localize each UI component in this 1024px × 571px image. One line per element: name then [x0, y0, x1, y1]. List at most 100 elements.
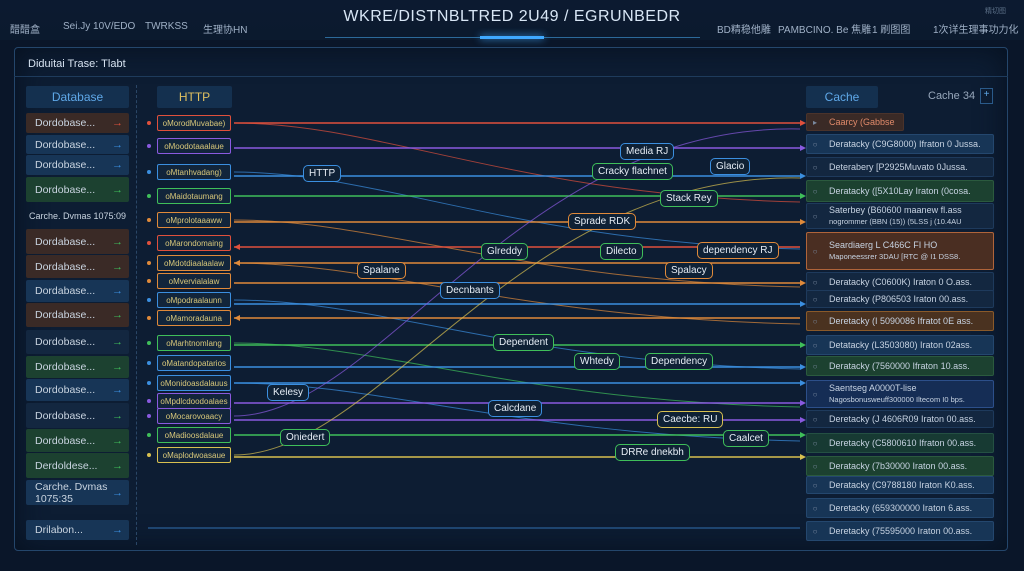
- cache-row[interactable]: ○ Deratacky (7b30000 Iraton 00.ass.: [806, 456, 994, 476]
- http-span[interactable]: oMtanhvadang): [157, 164, 231, 180]
- cache-row[interactable]: ○ Deretacky (C5800610 Ifraton 00.ass.: [806, 433, 994, 453]
- cache-row-text: Deratacky (7560000 Ifraton 10.ass.: [823, 361, 970, 372]
- cache-row[interactable]: ▸ Caarcy (Gabbse: [806, 113, 904, 131]
- arrow-head-icon: [234, 315, 240, 321]
- arrow-head-icon: [800, 280, 806, 286]
- cache-row[interactable]: ○ Deratacky (C9G8000) Ifraton 0 Jussa.: [806, 134, 994, 154]
- cache-row[interactable]: ○ Detatacky (L3503080) Iraton 02ass.: [806, 335, 994, 355]
- corner-label: 精切图: [985, 8, 1006, 15]
- span-label[interactable]: Spalane: [357, 262, 406, 279]
- span-label[interactable]: Stack Rey: [660, 190, 718, 207]
- http-span[interactable]: oMadioosdalaue: [157, 427, 231, 443]
- span-label[interactable]: HTTP: [303, 165, 342, 182]
- cache-row[interactable]: ○ Deretacky (I 5090086 Ifratot 0E ass.: [806, 311, 994, 331]
- database-row[interactable]: Dordobase... →: [26, 379, 129, 401]
- http-span[interactable]: oMorodMuvabae): [157, 115, 231, 131]
- cache-row-label: Deratacky (7560000 Ifraton 10.ass.: [829, 360, 970, 371]
- nav-item[interactable]: BD精稳他雕: [717, 25, 771, 36]
- database-row[interactable]: Dordobase... →: [26, 177, 129, 202]
- cache-row[interactable]: ○ Deratacky (7560000 Ifraton 10.ass.: [806, 356, 994, 376]
- http-span[interactable]: oMvervialalaw: [157, 273, 231, 289]
- http-span[interactable]: oMaidotaumang: [157, 188, 231, 204]
- span-label[interactable]: Whtedy: [574, 353, 620, 370]
- cache-row[interactable]: ○ Deretacky (75595000 Iraton 00.ass.: [806, 521, 994, 541]
- database-row[interactable]: Dordobase... →: [26, 155, 129, 175]
- http-span[interactable]: oMprolotaaaww: [157, 212, 231, 228]
- span-label[interactable]: Media RJ: [620, 143, 675, 160]
- span-label[interactable]: Oniedert: [280, 429, 331, 446]
- database-row[interactable]: Carche. Dvmas 1075:09: [26, 205, 129, 227]
- database-row[interactable]: Drilabon... →: [26, 520, 129, 540]
- cache-row[interactable]: ○ Deterabery [P2925Muvato 0Jussa.: [806, 157, 994, 177]
- column-header-cache[interactable]: Cache: [806, 86, 878, 108]
- span-label[interactable]: Dependent: [493, 334, 554, 351]
- http-span[interactable]: oMdotdiaalaalaw: [157, 255, 231, 271]
- span-label[interactable]: Caecbe: RU: [657, 411, 724, 428]
- span-label[interactable]: Spalacy: [665, 262, 713, 279]
- span-label[interactable]: Dependency: [645, 353, 714, 370]
- http-span[interactable]: oMarondomaing: [157, 235, 231, 251]
- cache-row[interactable]: ○ Deratacky (C9788180 Iraton K0.ass.: [806, 476, 994, 494]
- nav-item[interactable]: TWRKSS: [145, 21, 188, 32]
- database-row[interactable]: Dordabase... →: [26, 280, 129, 302]
- cache-row[interactable]: ○ Deretacky (J 4606R09 Iraton 00.ass.: [806, 410, 994, 428]
- column-header-database[interactable]: Database: [26, 86, 129, 108]
- cache-row-label: Saentseg A0000T-lise: [829, 383, 917, 393]
- span-label[interactable]: DRRe dnekbh: [615, 444, 690, 461]
- arrow-right-icon: →: [112, 117, 123, 129]
- nav-item[interactable]: 生理协HN: [203, 25, 248, 36]
- database-row[interactable]: Dordobase... →: [26, 135, 129, 154]
- nav-item[interactable]: 1 刷图图: [872, 25, 911, 36]
- database-row[interactable]: Dordabase... →: [26, 255, 129, 278]
- http-span[interactable]: oMpdlcdoodoalaes: [157, 393, 231, 409]
- span-label[interactable]: Cracky flachnet: [592, 163, 673, 180]
- arrow-right-icon: →: [112, 235, 123, 248]
- span-label[interactable]: Caalcet: [723, 430, 769, 447]
- database-row[interactable]: Dordobase... →: [26, 356, 129, 378]
- nav-item[interactable]: PAMBCINO. Be 焦雕: [778, 25, 872, 36]
- database-row[interactable]: Derdoldese... →: [26, 453, 129, 478]
- http-span[interactable]: oMaplodwoasaue: [157, 447, 231, 463]
- nav-item[interactable]: Sei.Jy 10V/EDO: [63, 21, 136, 32]
- span-label[interactable]: Decnbants: [440, 282, 500, 299]
- cache-row-text: Deratacky (P806503 Iraton 00.ass.: [823, 294, 968, 305]
- http-span[interactable]: oMamoradauna: [157, 310, 231, 326]
- cache-row-label: Deretacky (659300000 Iraton 6.ass.: [829, 502, 973, 513]
- http-span[interactable]: oMoodotaaalaue: [157, 138, 231, 154]
- cache-row[interactable]: ○ Deratacky ([5X10Lay Iraton (0cosa.: [806, 180, 994, 202]
- cache-row[interactable]: ○ Saentseg A0000T-lise Nagosbonusweuff3000…: [806, 380, 994, 408]
- span-label[interactable]: Glacio: [710, 158, 751, 175]
- arrow-head-icon: [800, 364, 806, 370]
- span-label[interactable]: Kelesy: [267, 384, 310, 401]
- http-span[interactable]: oMatandopatarios: [157, 355, 231, 371]
- cache-row[interactable]: ○ Deratacky (P806503 Iraton 00.ass.: [806, 290, 994, 308]
- cache-row[interactable]: ○ Deratacky (C0600K) Iraton 0 O.ass.: [806, 272, 994, 292]
- cache-row-text: Deretacky (C5800610 Ifraton 00.ass.: [823, 438, 976, 449]
- span-label[interactable]: Sprade RDK: [568, 213, 637, 230]
- cache-row[interactable]: ○ Seardiaerg L C466C FI HO Maponeessrer 3D…: [806, 232, 994, 270]
- database-row[interactable]: Dordobase... →: [26, 330, 129, 354]
- cache-row-label: Deretacky (I 5090086 Ifratot 0E ass.: [829, 315, 974, 326]
- span-label[interactable]: Dilecto: [600, 243, 643, 260]
- http-span[interactable]: oMonidoasdalauus: [157, 375, 231, 391]
- database-row[interactable]: Dordabase... →: [26, 229, 129, 254]
- span-label[interactable]: Glreddy: [481, 243, 529, 260]
- cache-row-text: Deratacky (C0600K) Iraton 0 O.ass.: [823, 277, 972, 288]
- span-label[interactable]: dependency RJ: [697, 242, 779, 259]
- nav-item[interactable]: 醋醋盒: [10, 25, 40, 36]
- http-span[interactable]: oMocarovoaacy: [157, 408, 231, 424]
- nav-item[interactable]: 1次详生理事功力化: [933, 25, 1019, 36]
- add-button[interactable]: +: [980, 88, 993, 104]
- database-row[interactable]: Carche. Dvmas 1075:35 →: [26, 480, 129, 505]
- span-label[interactable]: Calcdane: [488, 400, 543, 417]
- cache-row[interactable]: ○ Deretacky (659300000 Iraton 6.ass.: [806, 498, 994, 518]
- http-span[interactable]: oMpodraalaunn: [157, 292, 231, 308]
- database-row[interactable]: Dordobase... →: [26, 113, 129, 133]
- database-row[interactable]: Dordobase... →: [26, 403, 129, 428]
- status-circle-icon: ○: [812, 340, 818, 350]
- http-span[interactable]: oMarhtnomlang: [157, 335, 231, 351]
- column-header-http[interactable]: HTTP: [157, 86, 232, 108]
- database-row[interactable]: Dordobase... →: [26, 429, 129, 452]
- database-row[interactable]: Dordabase... →: [26, 303, 129, 327]
- cache-row[interactable]: ○ Saterbey (B60600 maanew fl.ass nogrommer…: [806, 203, 994, 229]
